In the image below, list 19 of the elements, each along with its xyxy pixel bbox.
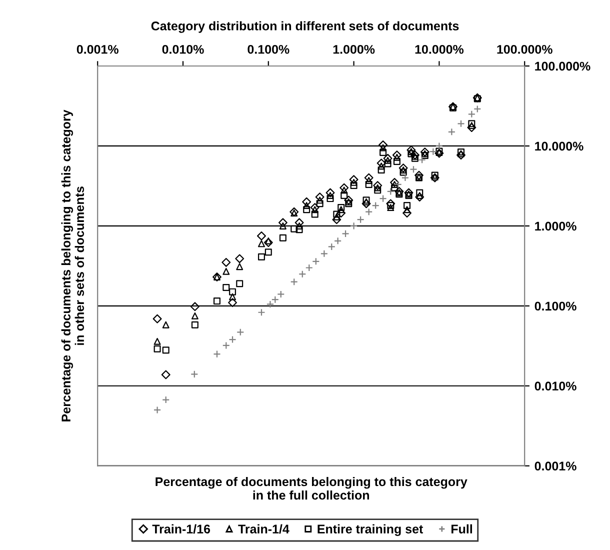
legend-label: Train-1/16 bbox=[152, 524, 210, 534]
legend-label: Train-1/4 bbox=[238, 524, 290, 534]
y-tick-label: 1.000% bbox=[535, 222, 576, 231]
y-tick-label: 100.000% bbox=[535, 62, 590, 71]
x-tick-label: 0.010% bbox=[162, 44, 204, 54]
y-tick-label: 0.100% bbox=[534, 302, 576, 311]
legend-label: Entire training set bbox=[318, 524, 424, 536]
y-tick-label: 10.000% bbox=[535, 142, 584, 151]
x-tick-label: 1.000% bbox=[333, 44, 375, 54]
x-tick-label: 0.100% bbox=[248, 44, 290, 54]
legend-label: Full bbox=[451, 524, 472, 534]
x-tick-label: 100.000% bbox=[497, 44, 552, 54]
y-axis-title: Percentage of documents belonging to this category in other sets of documents bbox=[61, 110, 84, 422]
y-tick-label: 0.010% bbox=[534, 382, 576, 391]
x-tick-label: 10.000% bbox=[415, 44, 464, 54]
x-tick-label: 0.001% bbox=[76, 44, 118, 54]
chart-title: Category distribution in different sets of documents bbox=[151, 21, 459, 33]
y-tick-label: 0.001% bbox=[534, 462, 576, 470]
x-axis-title: Percentage of documents belonging to this category in the full collection bbox=[156, 476, 468, 500]
